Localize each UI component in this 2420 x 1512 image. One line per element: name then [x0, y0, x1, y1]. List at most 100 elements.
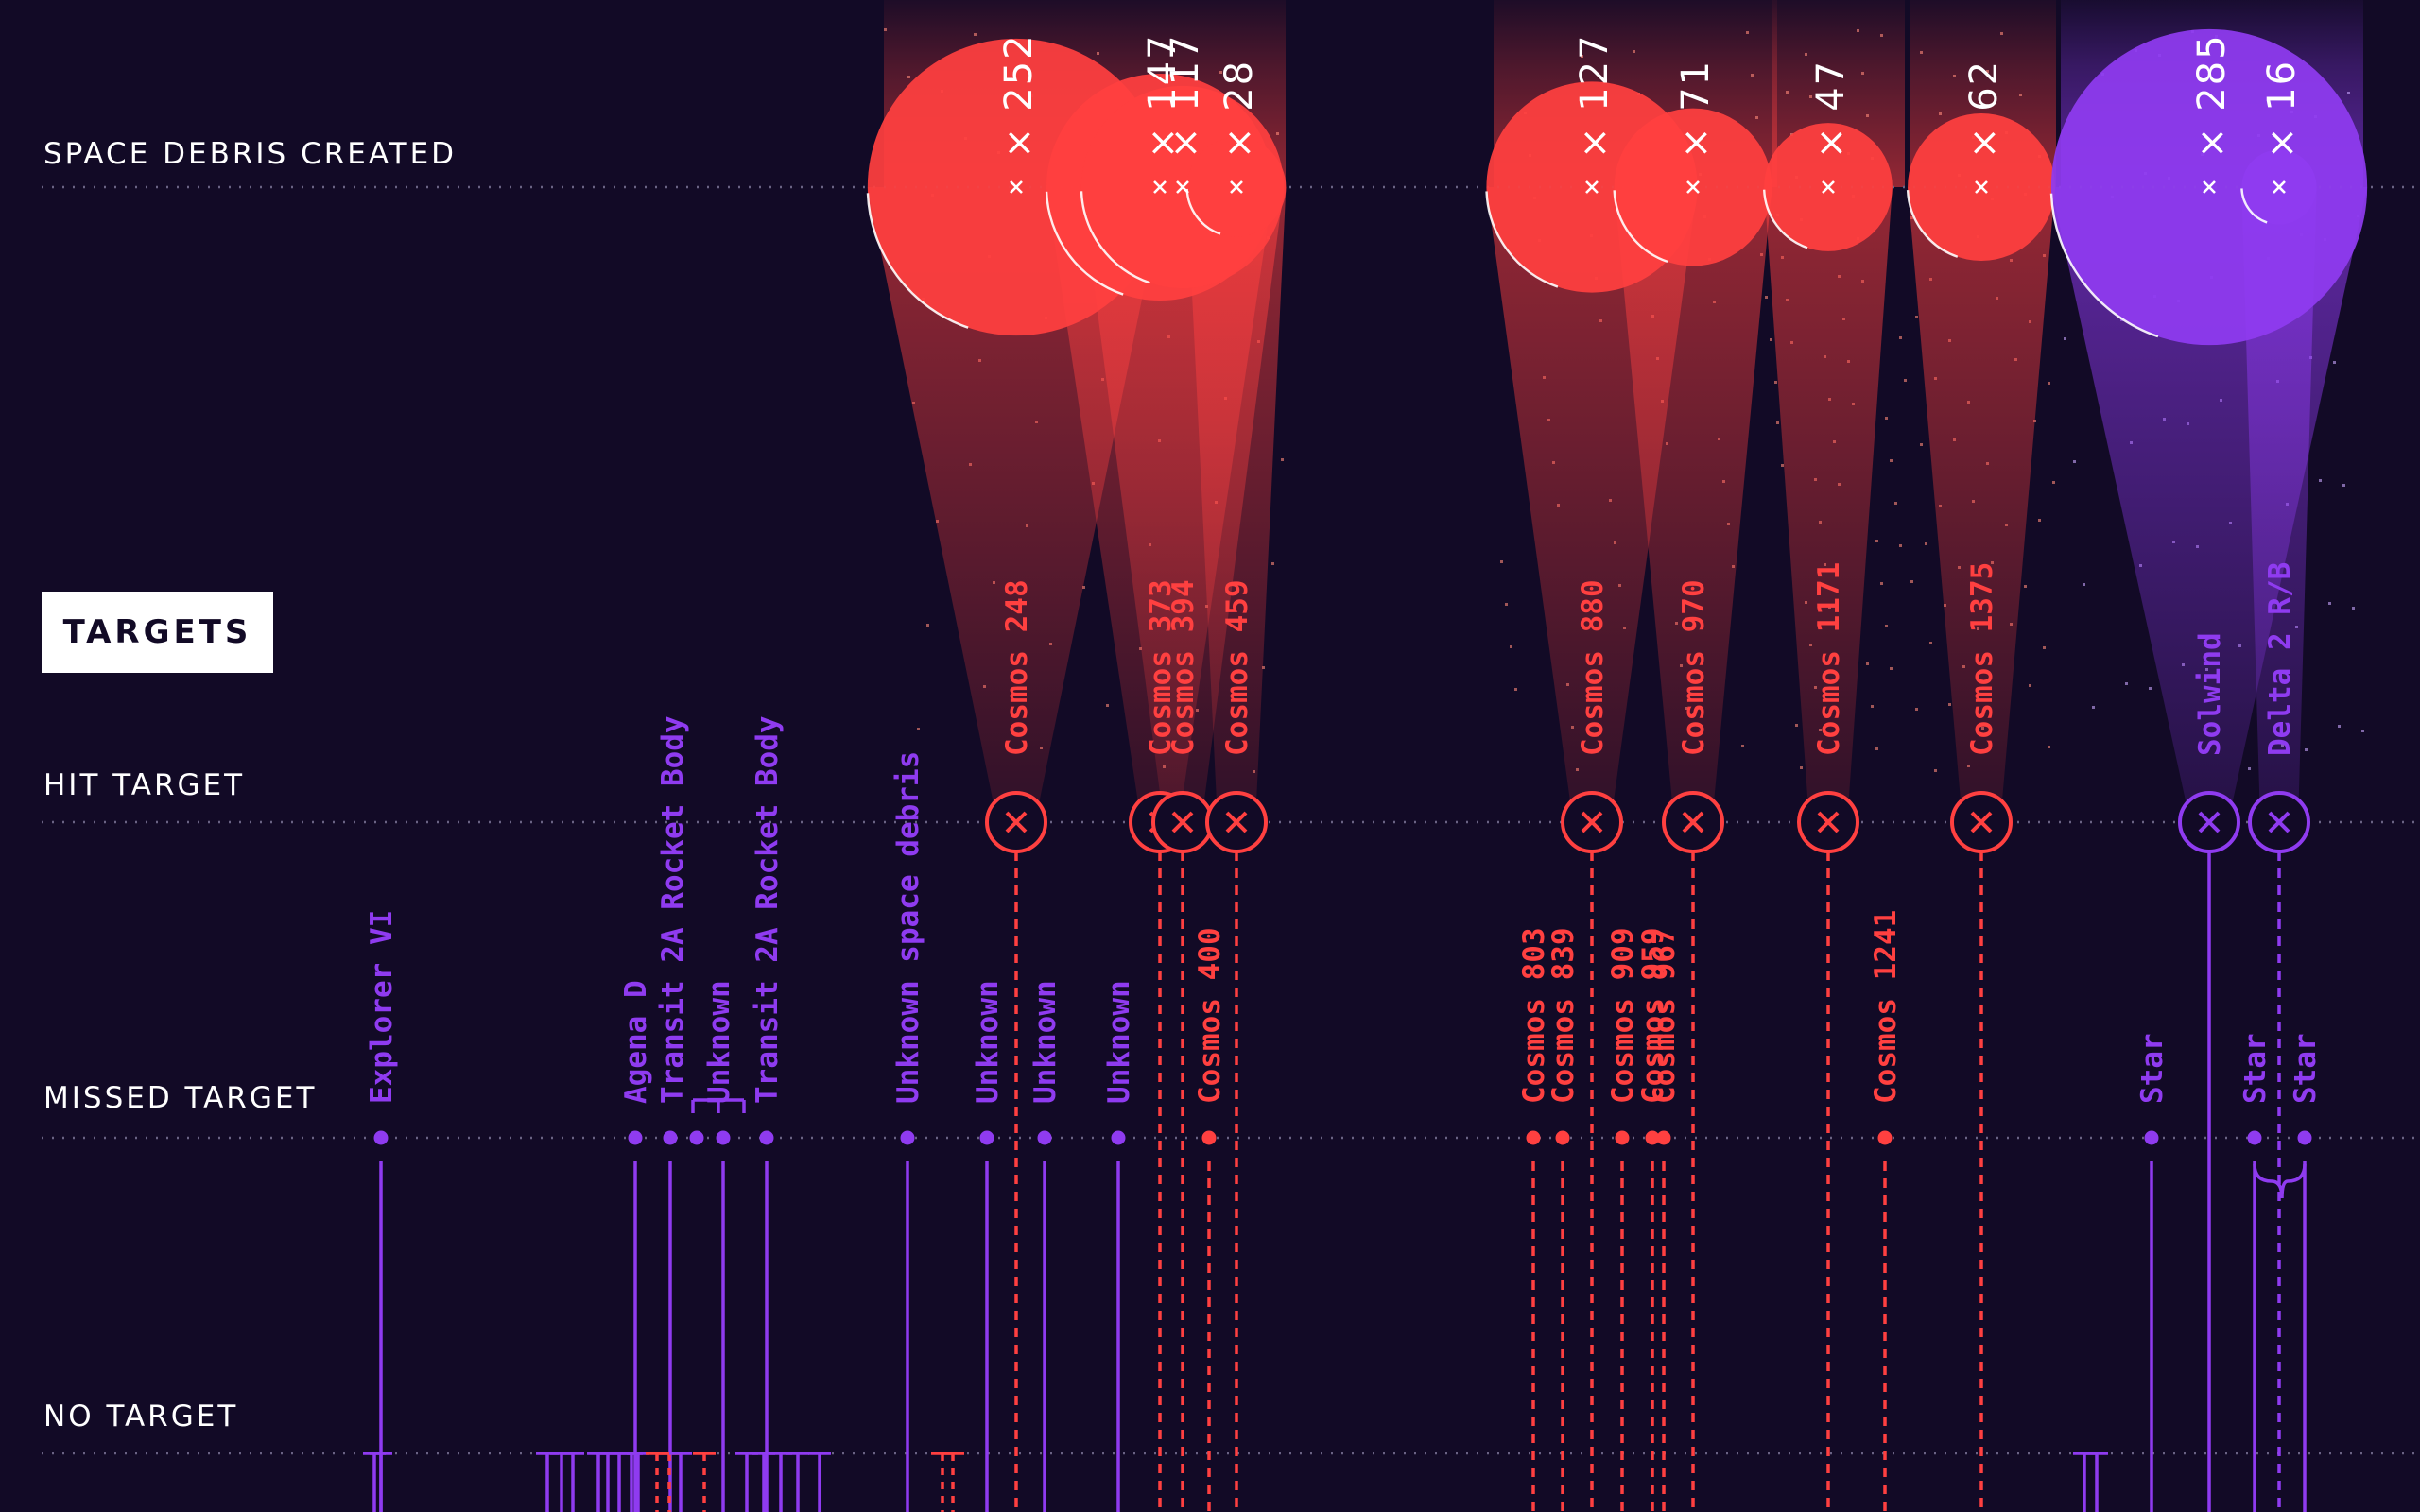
debris-speck: [908, 76, 910, 78]
missed-target-dot: [1877, 1130, 1893, 1145]
debris-speck: [917, 728, 920, 730]
debris-speck: [1514, 688, 1517, 691]
debris-speck: [2019, 94, 2022, 96]
debris-count-label: × 147: [1141, 33, 1184, 159]
legend-targets-label: TARGETS: [62, 613, 252, 651]
debris-speck: [1920, 51, 1923, 54]
missed-target-dot: [1201, 1130, 1217, 1145]
debris-speck: [1925, 542, 1927, 545]
hit-target-label: Solwind: [2193, 632, 2227, 756]
missed-target-dot: [759, 1130, 774, 1145]
debris-count-label: × 16: [2260, 60, 2304, 159]
missed-target-label: Cosmos 1241: [1869, 910, 1903, 1104]
missed-target-label: Cosmos 967: [1648, 927, 1682, 1104]
debris-count-label: × 117: [1164, 33, 1207, 159]
debris-speck: [1948, 703, 1951, 706]
hit-target-label: Cosmos 970: [1677, 579, 1711, 756]
missed-target-dot: [1555, 1130, 1570, 1145]
hit-x-mark: [1682, 811, 1704, 833]
debris-speck: [1915, 708, 1918, 711]
debris-speck: [1953, 75, 1956, 77]
debris-speck: [1770, 338, 1772, 341]
debris-speck: [1871, 705, 1874, 708]
missed-target-label: Cosmos 803: [1517, 927, 1551, 1104]
debris-speck: [1505, 603, 1508, 606]
debris-speck: [1751, 74, 1754, 77]
debris-speck: [2073, 460, 2076, 463]
debris-x-mark: [1975, 180, 1988, 194]
hit-x-mark: [1005, 811, 1028, 833]
debris-count-label: × 252: [997, 33, 1041, 159]
debris-cone: [1764, 187, 1893, 822]
debris-speck: [2038, 519, 2041, 522]
debris-speck: [1774, 381, 1777, 384]
row-gridlines: [42, 185, 2420, 1455]
debris-speck: [1106, 704, 1109, 707]
debris-speck: [1876, 540, 1878, 542]
debris-x-mark: [1010, 180, 1023, 194]
hit-x-mark: [1581, 811, 1603, 833]
missed-target-dot: [628, 1130, 643, 1145]
debris-speck: [1276, 132, 1279, 135]
missed-target-label: Cosmos 839: [1547, 927, 1581, 1104]
row-label-none: NO TARGET: [43, 1400, 239, 1434]
debris-speck: [2052, 481, 2055, 484]
hit-target-label: Cosmos 1375: [1965, 562, 1999, 756]
debris-speck: [1861, 72, 1864, 75]
debris-speck: [1755, 116, 1758, 119]
missed-target-label: Cosmos 400: [1193, 927, 1227, 1104]
hit-x-mark: [1970, 811, 1993, 833]
missed-target-dot: [1111, 1130, 1126, 1145]
debris-speck: [2125, 682, 2128, 685]
debris-speck: [1880, 34, 1883, 37]
debris-speck: [2064, 337, 2066, 340]
hit-target-label: Cosmos 1171: [1812, 562, 1846, 756]
missed-target-label: Unknown: [971, 980, 1005, 1104]
debris-speck: [2043, 646, 2046, 649]
debris-speck: [1866, 662, 1869, 665]
stems: [372, 851, 2307, 1512]
debris-speck: [2361, 730, 2364, 732]
debris-speck: [1271, 562, 1274, 565]
debris-speck: [2352, 607, 2355, 610]
debris-count-label: × 47: [1809, 60, 1853, 159]
debris-speck: [2048, 382, 2050, 385]
hit-target-label: Delta 2 R/B: [2263, 562, 2297, 756]
debris-speck: [926, 624, 929, 627]
debris-speck: [2248, 767, 2251, 770]
debris-speck: [2149, 687, 2152, 690]
missed-target-dot: [2144, 1130, 2159, 1145]
missed-target-label: Explorer VI: [365, 910, 399, 1104]
missed-target-dot: [373, 1130, 389, 1145]
missed-target-dot: [979, 1130, 994, 1145]
debris-speck: [1866, 114, 1869, 117]
debris-count-label: × 71: [1674, 60, 1718, 159]
missed-target-label: Star: [2238, 1033, 2273, 1104]
debris-speck: [1746, 31, 1749, 34]
debris-speck: [1781, 464, 1784, 467]
hit-target-label: Cosmos 394: [1167, 579, 1201, 756]
target-labels: × 252 Cosmos 248 × 147 Cosmos 373 × 117 Cosmo…: [365, 33, 2323, 1104]
debris-cones: [867, 187, 2368, 822]
missed-bracket: [2253, 1163, 2307, 1199]
missed-target-label: Star: [2135, 1033, 2169, 1104]
debris-count-label: × 28: [1218, 60, 1261, 159]
debris-speck: [1082, 586, 1085, 589]
debris-x-mark: [1230, 180, 1243, 194]
missed-target-label: Cosmos 909: [1606, 927, 1640, 1104]
debris-speck: [2319, 479, 2322, 482]
debris-speck: [1920, 443, 1923, 446]
debris-speck: [1904, 379, 1907, 382]
hit-target-label: Cosmos 373: [1144, 579, 1178, 756]
hit-x-mark: [2268, 811, 2290, 833]
debris-speck: [1500, 560, 1503, 563]
missed-target-label: Transit 2A Rocket Body: [751, 715, 785, 1104]
missed-target-dot: [1615, 1130, 1630, 1145]
debris-speck: [2083, 583, 2085, 586]
debris-speck: [1885, 417, 1888, 420]
missed-target-label: Transit 2A Rocket Body: [656, 715, 690, 1104]
debris-speck: [1915, 316, 1918, 318]
debris-speck: [1786, 91, 1789, 94]
debris-cone: [1614, 187, 1772, 822]
